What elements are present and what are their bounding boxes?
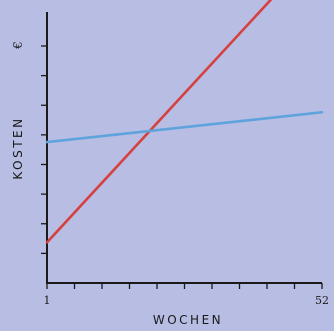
x-axis-title: WOCHEN [153,313,223,327]
series-line-red [45,0,273,244]
series-line-blue [45,110,324,144]
axes [41,12,323,289]
y-ticks [41,45,47,255]
x-tick-label-first: 1 [44,294,51,307]
labels: 1 52 WOCHEN KOSTEN € [11,41,329,327]
y-axis-title: KOSTEN [11,116,25,179]
series-layer [45,0,324,244]
y-unit-label: € [11,41,25,50]
x-tick-label-last: 52 [315,294,329,307]
x-ticks [46,283,323,289]
